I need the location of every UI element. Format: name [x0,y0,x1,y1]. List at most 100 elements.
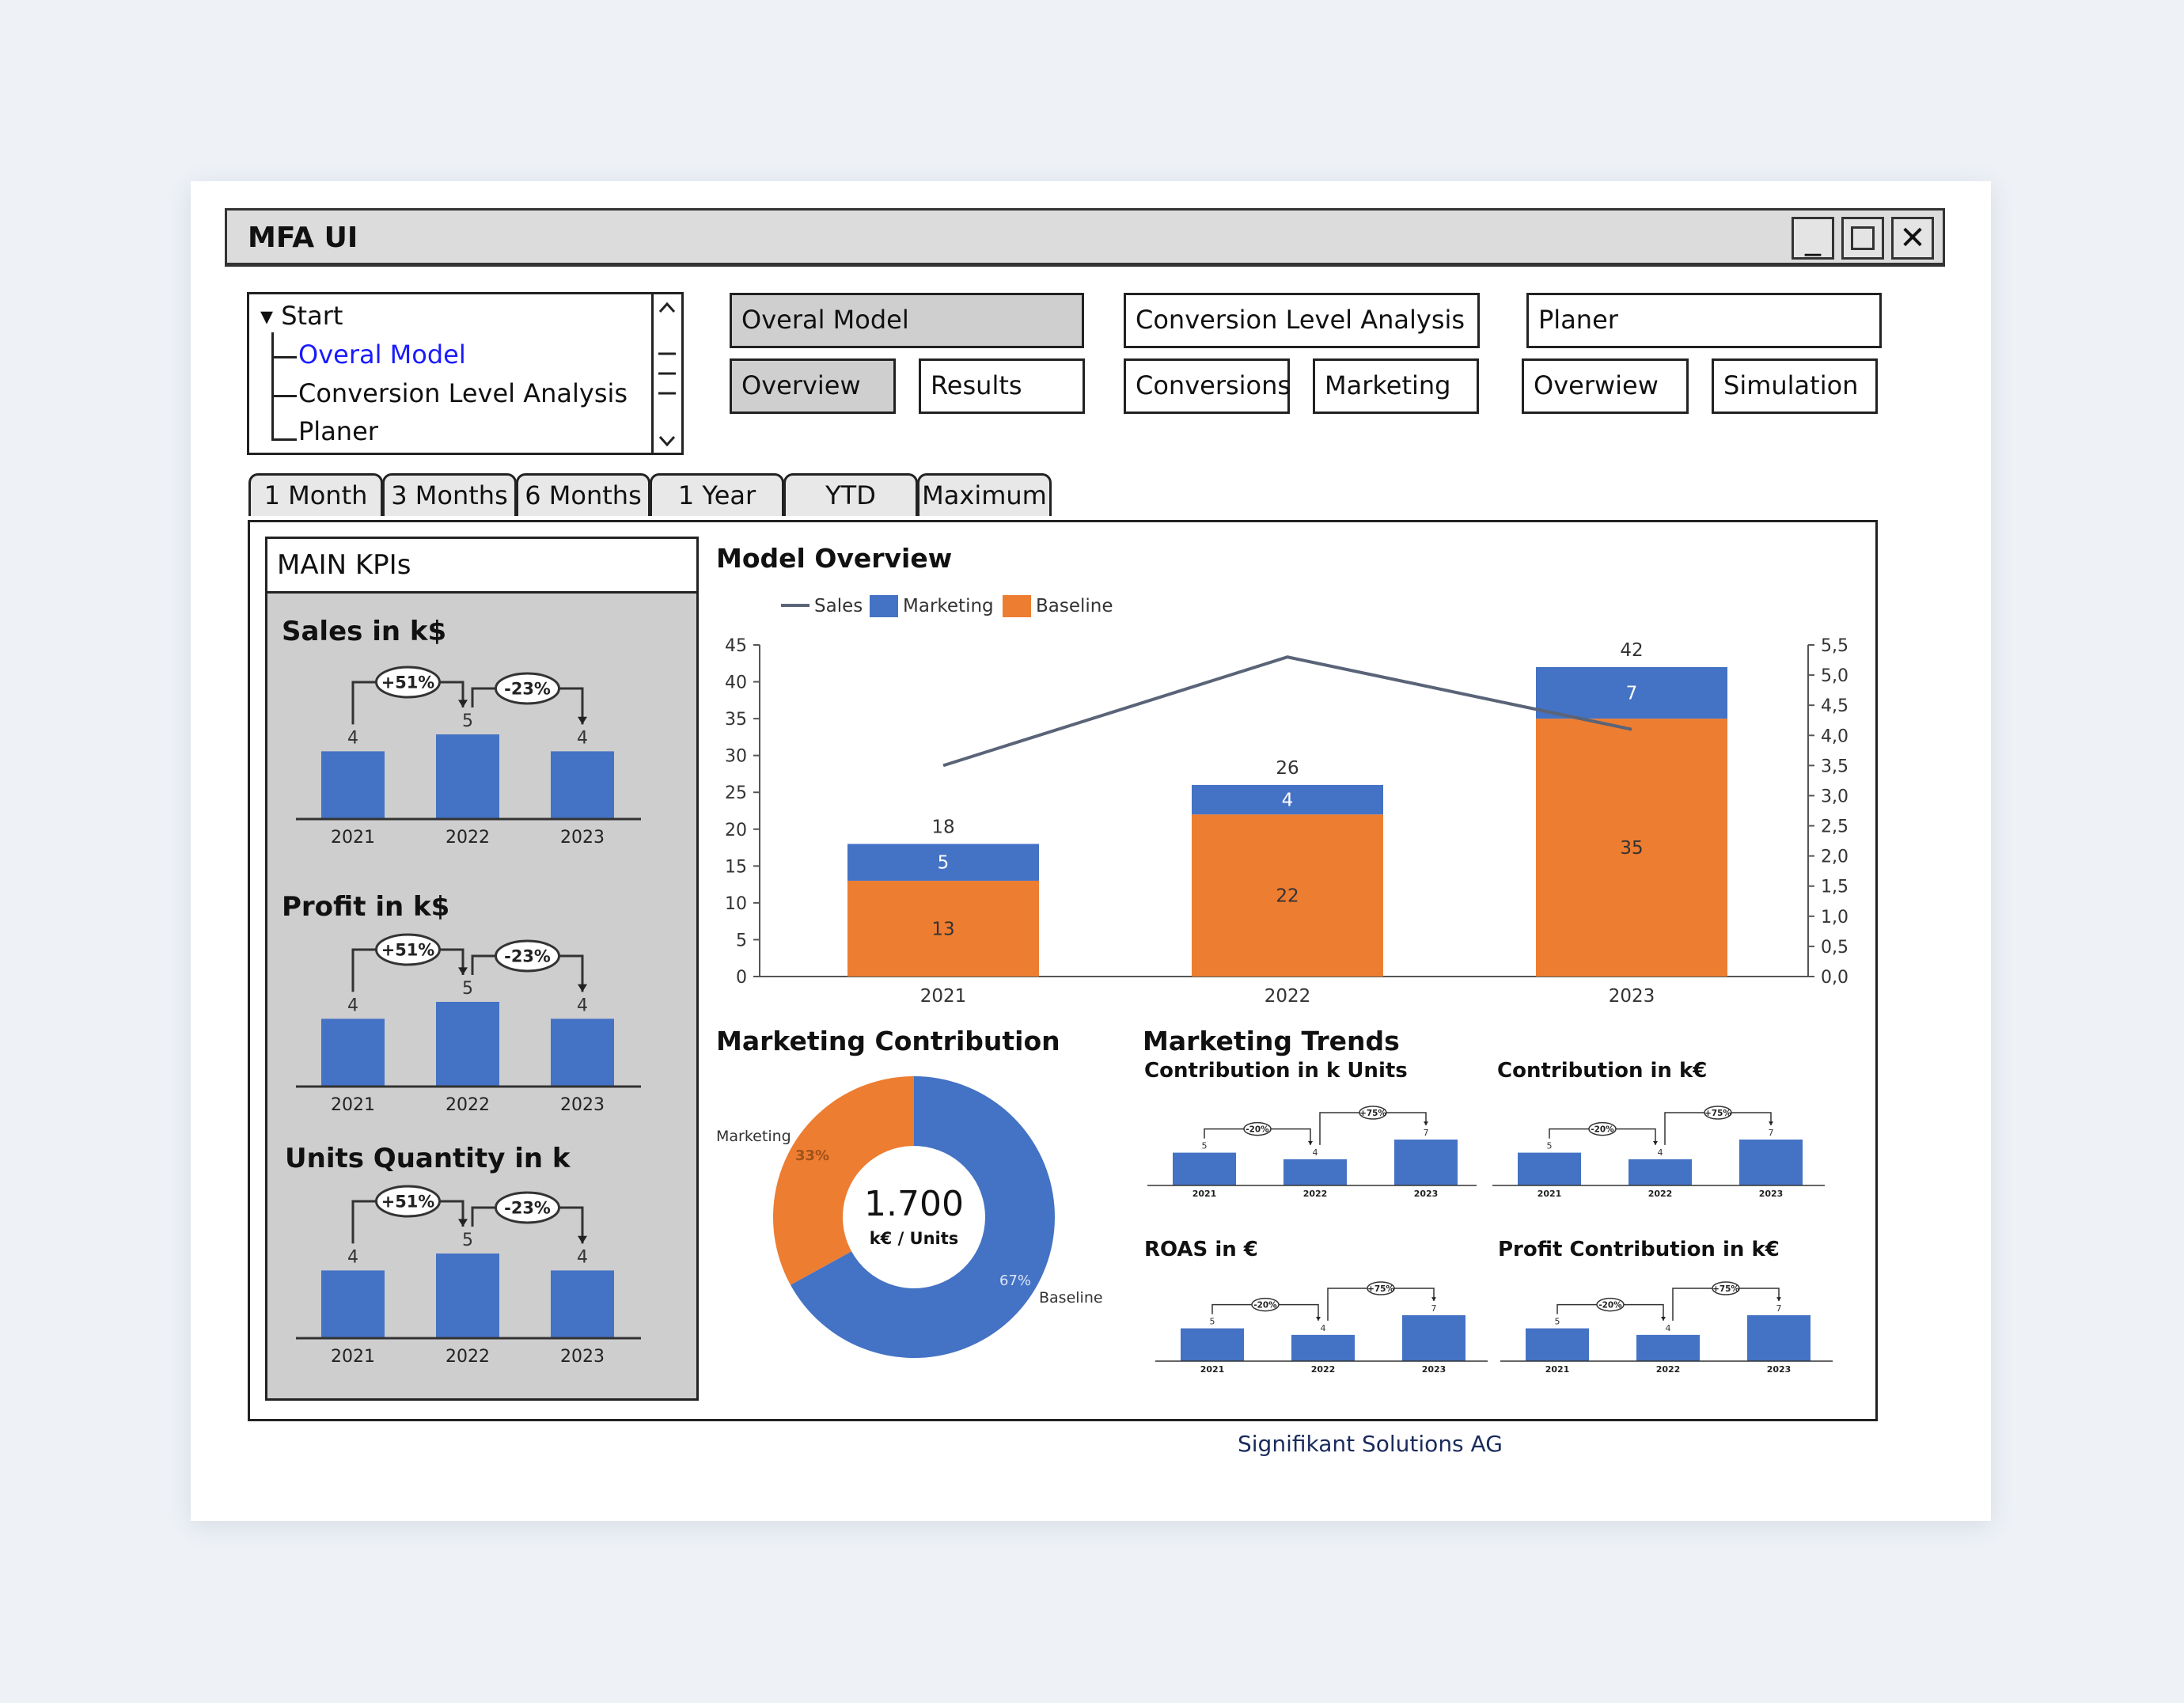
arrow-down-icon [1776,1297,1781,1301]
tab-1-month[interactable]: 1 Month [248,473,383,516]
year-label: 2023 [560,1347,605,1367]
change-badge [1712,1281,1740,1295]
year-label: 2021 [331,1347,375,1367]
legend-baseline-swatch [1003,595,1031,617]
arrow-down-icon [1769,1121,1773,1125]
change-badge [375,933,441,966]
donut-pct-baseline: 67% [999,1273,1031,1289]
bar-value-label: 7 [1424,1128,1429,1138]
marketing-button[interactable]: Marketing [1313,358,1479,414]
y2-tick-label: 1,5 [1821,878,1848,897]
tab-maximum[interactable]: Maximum [917,473,1052,516]
conversions-button[interactable]: Conversions [1124,358,1291,414]
donut-pct-marketing: 33% [795,1147,829,1164]
close-button[interactable]: ✕ [1891,217,1934,260]
change-badge [375,1185,441,1218]
module-overal-model-button[interactable]: Overal Model [730,293,1084,348]
bar-2022 [1636,1334,1700,1361]
trend-chart-contribution-keur: 5 2021 4 2022 7 2023 -20% +75% [1492,1106,1825,1199]
change-badge [495,1191,560,1224]
tree-root[interactable]: ▾ Start [260,301,343,331]
change-label: +75% [1704,1109,1731,1118]
y2-tick-label: 2,5 [1821,817,1848,837]
tree-item-planer[interactable]: Planer [298,416,378,446]
simulation-button[interactable]: Simulation [1712,358,1878,414]
y-tick-label: 30 [725,747,747,767]
change-badge [1588,1121,1617,1136]
change-badge [1359,1106,1387,1120]
x-tick-label: 2023 [1609,986,1655,1007]
marketing-value-label: 5 [938,853,950,874]
year-label: 2021 [1545,1364,1570,1375]
trend-title-contribution-keur: Contribution in k€ [1497,1059,1708,1083]
bar-2023 [551,1018,614,1087]
year-label: 2022 [1656,1364,1681,1375]
module-planer-button[interactable]: Planer [1526,293,1882,348]
change-badge [1704,1106,1732,1120]
kpi-sales-chart: 4 2021 5 2022 4 2023 +51% -23% [296,666,641,848]
year-label: 2023 [1414,1189,1439,1199]
overview-button[interactable]: Overview [730,358,896,414]
bar-2023 [1747,1315,1811,1361]
change-label: +51% [381,673,435,692]
year-label: 2022 [1648,1189,1673,1199]
tree-scrollbar[interactable] [651,294,681,453]
marketing-contribution-title: Marketing Contribution [716,1026,1060,1056]
year-label: 2021 [1192,1189,1217,1199]
bar-value-label: 4 [1666,1323,1671,1333]
change-badge [1243,1121,1272,1136]
tree-item-conversion-level-analysis[interactable]: Conversion Level Analysis [298,378,628,408]
tab-3-months[interactable]: 3 Months [382,473,517,516]
tree-item-overal-model[interactable]: Overal Model [298,339,466,370]
y-tick-label: 15 [725,857,747,877]
bar-2023 [1739,1140,1803,1185]
y2-tick-label: 5,0 [1821,666,1848,686]
trend-title-profit-contribution: Profit Contribution in k€ [1498,1238,1780,1261]
year-label: 2023 [1767,1364,1792,1375]
module-conversion-level-analysis-button[interactable]: Conversion Level Analysis [1124,293,1480,348]
bar-value-label: 4 [1321,1323,1326,1333]
bar-2021 [1173,1152,1236,1185]
year-label: 2023 [560,828,605,848]
scroll-down-icon [658,435,676,447]
legend-sales-label: Sales [814,596,863,616]
tab-ytd[interactable]: YTD [783,473,918,516]
tab-6-months[interactable]: 6 Months [516,473,650,516]
model-overview-title: Model Overview [716,543,953,574]
bar-2023 [1402,1315,1465,1361]
bar-2022 [436,734,499,819]
total-value-label: 26 [1276,758,1299,779]
minimize-button[interactable]: _ [1792,217,1834,260]
donut-center-value: 1.700 [864,1184,964,1224]
year-label: 2021 [331,828,375,848]
bar-2022 [1291,1334,1355,1361]
change-label: -20% [1253,1300,1277,1310]
baseline-value-label: 13 [931,919,954,939]
bar-2023 [1394,1140,1458,1185]
total-value-label: 42 [1620,640,1643,661]
marketing-value-label: 7 [1626,684,1638,704]
bar-2023 [551,751,614,819]
change-badge [375,666,441,699]
bar-2022 [1629,1159,1692,1185]
arrow-down-icon [1424,1121,1428,1125]
maximize-button[interactable] [1841,217,1884,260]
results-button[interactable]: Results [919,358,1085,414]
year-label: 2023 [560,1095,605,1115]
bar-baseline-2023 [1536,719,1727,977]
bar-value-label: 4 [577,1247,588,1267]
tab-1-year[interactable]: 1 Year [650,473,784,516]
bar-baseline-2022 [1192,814,1383,977]
donut-label-marketing: Marketing [716,1128,791,1145]
donut-slice-baseline [791,1076,1055,1358]
year-label: 2021 [1538,1189,1562,1199]
arrow-down-icon [458,967,468,975]
y-tick-label: 40 [725,673,747,693]
maximize-icon [1851,226,1875,250]
bar-marketing-2021 [847,844,1039,881]
close-icon: ✕ [1899,220,1926,256]
overwiew-button[interactable]: Overwiew [1522,358,1689,414]
bar-value-label: 5 [1202,1141,1208,1151]
bar-value-label: 5 [462,711,473,731]
